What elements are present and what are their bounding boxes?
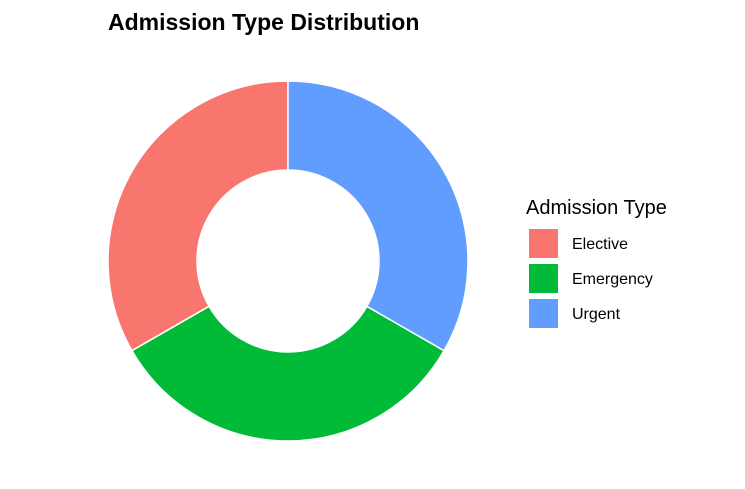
legend-key-elective	[529, 229, 558, 258]
donut-slices	[107, 80, 469, 442]
legend-items: Elective Emergency Urgent	[529, 229, 653, 328]
legend-title: Admission Type	[526, 197, 667, 219]
legend-key-urgent	[529, 299, 558, 328]
legend-label-urgent: Urgent	[572, 306, 621, 323]
chart-title: Admission Type Distribution	[108, 9, 419, 35]
slice-elective	[107, 80, 289, 352]
legend-label-elective: Elective	[572, 236, 628, 253]
legend-key-emergency	[529, 264, 558, 293]
slice-emergency	[130, 305, 446, 442]
slice-urgent	[287, 80, 469, 352]
legend-label-emergency: Emergency	[572, 271, 653, 288]
legend: Admission Type Elective Emergency Urgent	[526, 197, 667, 328]
